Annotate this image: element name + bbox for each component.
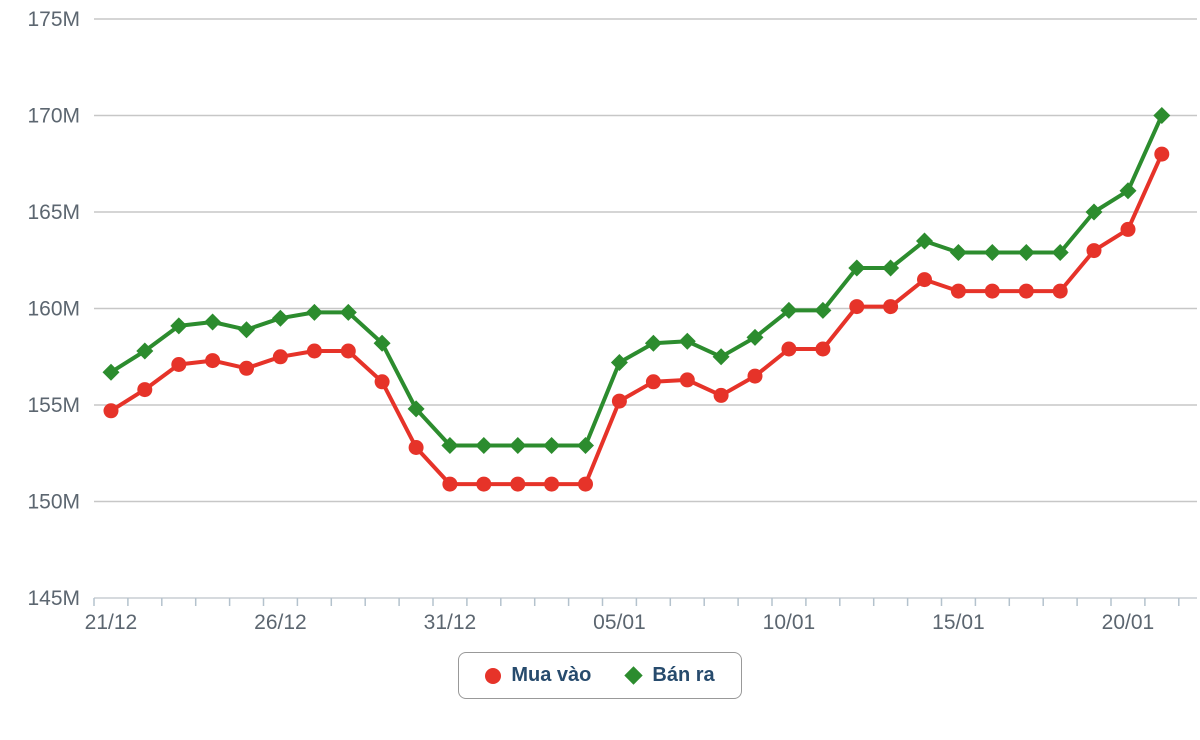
x-axis-label: 15/01 — [932, 611, 985, 634]
ban-ra-point[interactable] — [882, 259, 900, 277]
mua-vao-point[interactable] — [239, 360, 254, 376]
mua-vao-point[interactable] — [476, 476, 492, 492]
mua-vao-line — [109, 152, 1164, 487]
mua-vao-point[interactable] — [544, 476, 560, 492]
mua-vao-point[interactable] — [950, 283, 966, 299]
mua-vao-point[interactable] — [578, 476, 593, 492]
ban-ra-point[interactable] — [238, 321, 255, 339]
mua-vao-point[interactable] — [611, 393, 627, 409]
ban-ra-point[interactable] — [407, 400, 425, 418]
ban-ra-point[interactable] — [543, 437, 561, 454]
ban-ra-point[interactable] — [678, 332, 696, 350]
x-axis-ticks — [93, 598, 1180, 606]
y-axis-label: 165M — [27, 201, 80, 224]
ban-ra-point[interactable] — [373, 334, 391, 352]
mua-vao-point[interactable] — [849, 299, 865, 315]
y-axis-label: 170M — [27, 105, 80, 128]
series-ban-ra — [102, 107, 1171, 454]
legend-box: Mua vào Bán ra — [458, 652, 742, 699]
x-axis-label: 10/01 — [763, 611, 816, 634]
mua-vao-point[interactable] — [306, 343, 322, 359]
legend: Mua vào Bán ra — [0, 652, 1200, 699]
mua-vao-point[interactable] — [645, 374, 661, 390]
ban-ra-point[interactable] — [949, 244, 967, 261]
x-axis-labels: 21/12 26/12 31/12 05/01 10/01 15/01 20/01 — [85, 611, 1155, 634]
mua-vao-point[interactable] — [984, 283, 1000, 299]
y-axis-label: 160M — [27, 298, 80, 321]
circle-marker-icon — [485, 667, 502, 684]
mua-vao-point[interactable] — [340, 343, 356, 359]
ban-ra-point[interactable] — [441, 437, 459, 454]
mua-vao-point[interactable] — [1120, 221, 1136, 237]
gridlines — [94, 18, 1197, 503]
mua-vao-point[interactable] — [917, 272, 932, 288]
mua-vao-point[interactable] — [713, 387, 729, 403]
mua-vao-point[interactable] — [103, 403, 119, 419]
plot-area: 175M 170M 165M 160M 155M 150M 145M 21/12 26/12 31… — [27, 8, 1197, 634]
ban-ra-point[interactable] — [746, 328, 764, 346]
mua-vao-point[interactable] — [408, 440, 424, 455]
ban-ra-point[interactable] — [305, 303, 323, 321]
mua-vao-point[interactable] — [815, 341, 831, 357]
mua-vao-point[interactable] — [1052, 283, 1068, 299]
x-axis-label: 20/01 — [1102, 611, 1155, 634]
mua-vao-point[interactable] — [205, 353, 221, 369]
y-axis-labels: 175M 170M 165M 160M 155M 150M 145M — [27, 8, 80, 610]
ban-ra-point[interactable] — [271, 309, 289, 327]
mua-vao-point[interactable] — [510, 476, 526, 492]
mua-vao-point[interactable] — [442, 476, 458, 492]
ban-ra-point[interactable] — [848, 259, 866, 277]
ban-ra-point[interactable] — [712, 348, 730, 366]
mua-vao-point[interactable] — [374, 374, 390, 390]
ban-ra-point[interactable] — [1051, 244, 1069, 261]
mua-vao-point[interactable] — [747, 368, 763, 384]
ban-ra-point[interactable] — [610, 354, 628, 371]
ban-ra-point[interactable] — [1153, 107, 1171, 124]
x-axis-label: 21/12 — [85, 611, 138, 634]
ban-ra-point[interactable] — [577, 437, 594, 454]
mua-vao-point[interactable] — [883, 299, 899, 315]
mua-vao-point[interactable] — [1018, 283, 1034, 299]
diamond-marker-icon — [624, 666, 644, 685]
y-axis-label: 150M — [27, 491, 80, 514]
mua-vao-point[interactable] — [679, 372, 695, 388]
legend-label-mua-vao: Mua vào — [511, 664, 592, 686]
series-mua-vao — [103, 146, 1170, 492]
y-axis-label: 155M — [27, 394, 80, 417]
ban-ra-point[interactable] — [509, 437, 527, 454]
ban-ra-point[interactable] — [780, 301, 798, 319]
ban-ra-point[interactable] — [814, 301, 832, 319]
ban-ra-line — [109, 113, 1164, 448]
ban-ra-point[interactable] — [136, 342, 154, 360]
ban-ra-point[interactable] — [204, 313, 222, 331]
y-axis-label: 175M — [27, 8, 80, 31]
legend-item-ban-ra[interactable]: Bán ra — [624, 664, 715, 687]
mua-vao-point[interactable] — [1154, 146, 1170, 162]
x-axis-label: 05/01 — [593, 611, 646, 634]
ban-ra-point[interactable] — [1085, 203, 1103, 221]
mua-vao-point[interactable] — [272, 349, 288, 365]
ban-ra-point[interactable] — [983, 244, 1001, 261]
ban-ra-point[interactable] — [475, 437, 493, 454]
x-axis-label: 31/12 — [424, 611, 477, 634]
mua-vao-point[interactable] — [781, 341, 797, 357]
legend-label-ban-ra: Bán ra — [652, 664, 715, 686]
x-axis-label: 26/12 — [254, 611, 307, 634]
legend-item-mua-vao[interactable]: Mua vào — [485, 664, 591, 687]
mua-vao-point[interactable] — [171, 357, 187, 372]
mua-vao-point[interactable] — [1086, 243, 1102, 259]
ban-ra-point[interactable] — [339, 303, 357, 321]
y-axis-label: 145M — [27, 587, 80, 610]
ban-ra-point[interactable] — [916, 232, 933, 250]
ban-ra-point[interactable] — [1119, 182, 1137, 200]
ban-ra-point[interactable] — [170, 317, 188, 335]
ban-ra-point[interactable] — [644, 334, 662, 352]
ban-ra-point[interactable] — [1017, 244, 1035, 261]
ban-ra-point[interactable] — [102, 363, 120, 381]
mua-vao-point[interactable] — [137, 382, 153, 398]
